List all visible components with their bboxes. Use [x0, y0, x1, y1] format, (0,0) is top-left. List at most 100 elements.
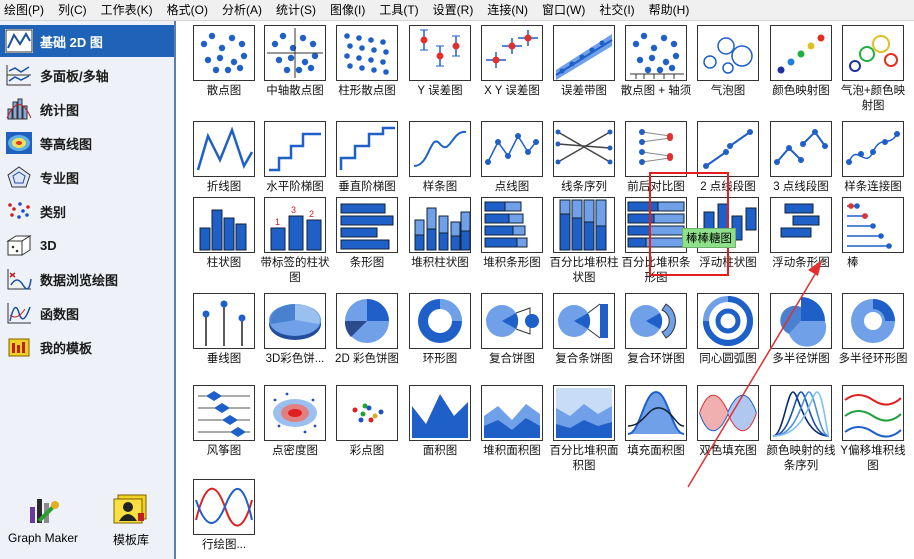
template-label: 彩点图	[349, 445, 385, 457]
template-library-button[interactable]: 模板库	[112, 493, 150, 548]
template-tile[interactable]: 2D 彩色饼图	[331, 293, 403, 367]
template-label: 柱形散点图	[338, 85, 396, 97]
template-thumbnail	[553, 197, 615, 253]
template-tile[interactable]: 1 3 2 带标签的柱状图	[259, 197, 331, 286]
template-label: 垂线图	[206, 353, 242, 365]
sidebar-item-data-explore[interactable]: 数据浏览绘图	[0, 263, 174, 295]
menu-item[interactable]: 分析(A)	[222, 3, 262, 17]
template-tile[interactable]: 样条连接图	[837, 121, 909, 195]
template-tile[interactable]: Y 误差图	[404, 25, 476, 99]
template-thumbnail	[336, 293, 398, 349]
sidebar-item-statistics[interactable]: 统计图	[0, 93, 174, 125]
template-tile[interactable]: 点线图	[476, 121, 548, 195]
template-tile[interactable]: 百分比堆积柱状图	[548, 197, 620, 286]
sidebar-item-label: 我的模板	[40, 340, 93, 356]
template-tile[interactable]: 误差带图	[548, 25, 620, 99]
template-tile[interactable]: 柱形散点图	[331, 25, 403, 99]
sidebar-item-line-chart[interactable]: 基础 2D 图	[0, 25, 174, 57]
template-tile[interactable]: 填充面积图	[620, 385, 692, 459]
template-tile[interactable]: 双色填充图	[692, 385, 764, 459]
template-tile[interactable]: 百分比堆积面积图	[548, 385, 620, 474]
template-tile[interactable]: 堆积条形图	[476, 197, 548, 271]
menu-item[interactable]: 工作表(K)	[100, 3, 153, 17]
template-tile[interactable]: 多半径环形图	[837, 293, 909, 367]
template-thumbnail	[553, 25, 615, 81]
template-label: 面积图	[422, 445, 458, 457]
template-tile[interactable]: 复合饼图	[476, 293, 548, 367]
template-tile[interactable]: 多半径饼图	[765, 293, 837, 367]
template-tile[interactable]: Y偏移堆积线图	[837, 385, 909, 474]
template-thumbnail	[481, 25, 543, 81]
sidebar-item-specialized[interactable]: 专业图	[0, 161, 174, 193]
template-tile[interactable]: 3D彩色饼...	[259, 293, 331, 367]
menu-item[interactable]: 窗口(W)	[542, 3, 586, 17]
template-tile[interactable]: 复合条饼图	[548, 293, 620, 367]
template-tile[interactable]: 样条图	[404, 121, 476, 195]
template-tile[interactable]: 水平阶梯图	[259, 121, 331, 195]
menu-item[interactable]: 统计(S)	[276, 3, 316, 17]
template-label: 颜色映射图	[772, 85, 830, 97]
menu-item[interactable]: 帮助(H)	[648, 3, 690, 17]
template-tile[interactable]: 棒	[837, 197, 909, 271]
template-gallery: 散点图 中轴散点图 柱形散点图 Y 误差图 X Y 误差图 误差带图 散点图 + 轴须 气泡图…	[178, 21, 914, 559]
template-tile[interactable]: 堆积柱状图	[404, 197, 476, 271]
template-label: 前后对比图	[627, 181, 685, 193]
template-tile[interactable]: 浮动条形图	[765, 197, 837, 271]
template-tile[interactable]: 2 点线段图	[692, 121, 764, 195]
template-label: 点线图	[494, 181, 530, 193]
menu-item[interactable]: 工具(T)	[379, 3, 419, 17]
template-tile[interactable]: 风筝图	[188, 385, 260, 459]
template-tile[interactable]: 散点图	[188, 25, 260, 99]
template-tile[interactable]: 点密度图	[259, 385, 331, 459]
template-tile[interactable]: 条形图	[331, 197, 403, 271]
template-tile[interactable]: 同心圆弧图	[692, 293, 764, 367]
template-tile[interactable]: 气泡+颜色映射图	[837, 25, 909, 114]
template-thumbnail	[842, 385, 904, 441]
template-tile[interactable]: 3 点线段图	[765, 121, 837, 195]
template-tile[interactable]: 线条序列	[548, 121, 620, 195]
template-label: 浮动条形图	[772, 257, 830, 269]
template-tile[interactable]: 彩点图	[331, 385, 403, 459]
template-thumbnail	[625, 121, 687, 177]
menu-item[interactable]: 社交(I)	[599, 3, 635, 17]
template-tile[interactable]: 颜色映射图	[765, 25, 837, 99]
template-label: 环形图	[422, 353, 458, 365]
menu-item[interactable]: 连接(N)	[487, 3, 528, 17]
template-tile[interactable]: 百分比堆积条形图	[620, 197, 692, 286]
template-tile[interactable]: 柱状图	[188, 197, 260, 271]
template-thumbnail	[842, 197, 904, 253]
template-tile[interactable]: 气泡图	[692, 25, 764, 99]
template-tile[interactable]: 堆积面积图	[476, 385, 548, 459]
sidebar-item-categorical[interactable]: 类别	[0, 195, 174, 227]
menu-item[interactable]: 图像(I)	[330, 3, 366, 17]
3d-icon	[4, 232, 34, 258]
template-tile[interactable]: 颜色映射的线条序列	[765, 385, 837, 474]
template-thumbnail	[697, 25, 759, 81]
graph-maker-icon	[30, 499, 60, 523]
template-tile[interactable]: 散点图 + 轴须	[620, 25, 692, 99]
menu-item[interactable]: 设置(R)	[432, 3, 474, 17]
function-icon	[4, 300, 34, 326]
template-tile[interactable]: 折线图	[188, 121, 260, 195]
template-tile[interactable]: 中轴散点图	[259, 25, 331, 99]
template-library-label: 模板库	[112, 533, 149, 547]
sidebar-item-multi-panel[interactable]: 多面板/多轴	[0, 59, 174, 91]
template-tile[interactable]: 面积图	[404, 385, 476, 459]
template-tile[interactable]: 行绘图...	[188, 479, 260, 553]
sidebar-item-contour[interactable]: 等高线图	[0, 127, 174, 159]
template-label: 堆积面积图	[483, 445, 541, 457]
menu-item[interactable]: 格式(O)	[166, 3, 208, 17]
template-tile[interactable]: 复合环饼图	[620, 293, 692, 367]
menu-item[interactable]: 绘图(P)	[4, 3, 44, 17]
sidebar-item-3d[interactable]: 3D	[0, 229, 174, 261]
multi-panel-icon	[4, 62, 34, 88]
menu-item[interactable]: 列(C)	[58, 3, 87, 17]
template-tile[interactable]: X Y 误差图	[476, 25, 548, 99]
template-tile[interactable]: 垂线图	[188, 293, 260, 367]
sidebar-item-my-templates[interactable]: 我的模板	[0, 331, 174, 363]
graph-maker-button[interactable]: Graph Maker	[8, 493, 78, 545]
template-tile[interactable]: 环形图	[404, 293, 476, 367]
template-tile[interactable]: 垂直阶梯图	[331, 121, 403, 195]
sidebar-item-function[interactable]: 函数图	[0, 297, 174, 329]
template-tile[interactable]: 前后对比图	[620, 121, 692, 195]
